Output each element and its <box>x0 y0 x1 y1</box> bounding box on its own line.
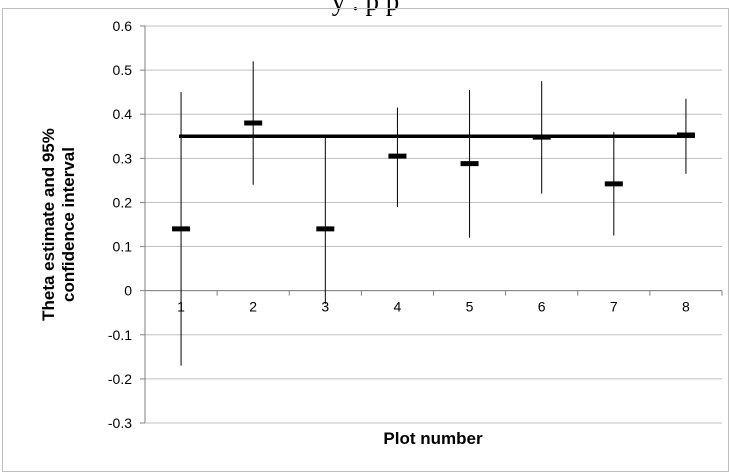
x-tick-label: 7 <box>610 299 618 315</box>
axes <box>140 25 723 424</box>
y-tick-label: 0.6 <box>113 18 133 34</box>
y-tick-label: 0.4 <box>113 106 133 122</box>
chart-frame <box>2 8 729 472</box>
y-tick-label: 0.5 <box>113 62 133 78</box>
x-tick-label: 6 <box>538 299 546 315</box>
x-tick-label: 4 <box>394 299 402 315</box>
x-axis-label: Plot number <box>383 429 483 448</box>
y-tick-label: 0.3 <box>113 150 133 166</box>
y-tick-label: -0.2 <box>108 371 132 387</box>
y-tick-label: -0.3 <box>108 415 132 431</box>
x-tick-labels: 12345678 <box>177 299 690 315</box>
y-axis-label-line-2: confidence interval <box>59 147 78 302</box>
x-tick-label: 8 <box>682 299 690 315</box>
x-tick-label: 2 <box>249 299 257 315</box>
y-tick-label: 0 <box>124 283 132 299</box>
grid-lines <box>145 25 722 424</box>
y-tick-label: 0.2 <box>113 194 133 210</box>
y-tick-label: 0.1 <box>113 239 133 255</box>
data-marks <box>172 61 695 366</box>
y-tick-label: -0.1 <box>108 327 132 343</box>
y-tick-labels: 0.6 0.5 0.4 0.3 0.2 0.1 0 -0.1 -0.2 -0.3 <box>108 18 132 431</box>
y-axis-label-line-1: Theta estimate and 95% <box>39 128 58 321</box>
x-tick-label: 5 <box>466 299 474 315</box>
x-tick-label: 3 <box>321 299 329 315</box>
